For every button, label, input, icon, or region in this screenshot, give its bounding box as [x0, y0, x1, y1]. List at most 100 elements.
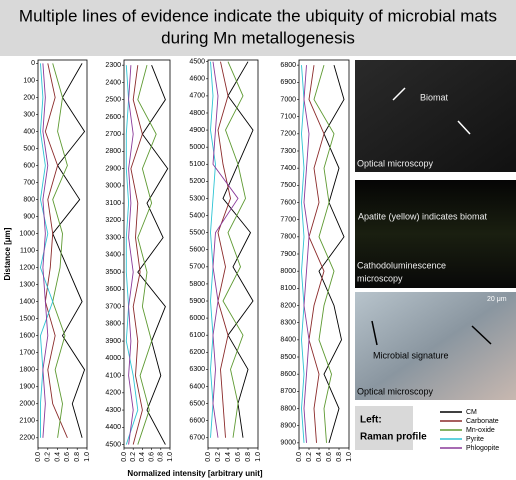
arrow: [371, 320, 378, 346]
y-tick-label: 4500: [105, 441, 121, 448]
x-tick-label: 0.4: [225, 452, 232, 462]
image-label: Apatite (yellow) indicates biomat: [358, 211, 488, 221]
plot-frame: [123, 59, 171, 449]
y-tick-label: 5700: [189, 264, 205, 271]
x-tick-label: 0.2: [130, 452, 137, 462]
arrow: [471, 325, 492, 345]
y-tick-label: 4500: [189, 59, 205, 66]
y-axis-label: Distance [μm]: [3, 227, 12, 280]
y-tick-label: 6100: [189, 332, 205, 339]
note: Raman profile: [360, 432, 427, 443]
y-tick-label: 2900: [105, 165, 121, 172]
y-tick-label: 5200: [189, 178, 205, 185]
y-tick-label: 4600: [189, 76, 205, 83]
series-line: [210, 61, 216, 438]
x-tick-label: 0.6: [64, 452, 71, 462]
legend-label: Phlogopite: [466, 445, 499, 452]
y-tick-label: 5900: [189, 298, 205, 305]
y-tick-label: 3000: [105, 183, 121, 190]
y-tick-label: 1900: [19, 384, 35, 391]
x-tick-label: 0.8: [158, 452, 165, 462]
y-tick-label: 8500: [280, 354, 296, 361]
y-tick-label: 7200: [280, 131, 296, 138]
y-tick-label: 5600: [189, 247, 205, 254]
series-line: [217, 61, 231, 438]
y-tick-label: 600: [23, 162, 35, 169]
y-tick-label: 900: [23, 213, 35, 220]
y-tick-label: 4700: [189, 93, 205, 100]
x-tick-label: 0.8: [245, 452, 252, 462]
y-tick-label: 6400: [189, 383, 205, 390]
x-tick-label: 0.2: [45, 452, 52, 462]
micrograph: [355, 180, 516, 288]
y-tick-label: 4100: [105, 372, 121, 379]
y-tick-label: 2200: [19, 435, 35, 442]
image-caption: Cathodoluminescence: [357, 260, 446, 270]
note: Left:: [360, 415, 382, 426]
y-tick-label: 6800: [280, 62, 296, 69]
y-tick-label: 2700: [105, 131, 121, 138]
series-line: [318, 65, 345, 443]
series-line: [137, 65, 157, 445]
image-label: Microbial signature: [373, 350, 449, 360]
x-tick-label: 0.6: [235, 452, 242, 462]
y-tick-label: 8700: [280, 388, 296, 395]
y-tick-label: 4900: [189, 127, 205, 134]
y-tick-label: 4000: [105, 355, 121, 362]
x-tick-label: 0.4: [139, 452, 146, 462]
y-tick-label: 1300: [19, 281, 35, 288]
y-tick-label: 7800: [280, 234, 296, 241]
y-tick-label: 0: [31, 60, 35, 67]
x-tick-label: 0.0: [121, 452, 128, 462]
y-tick-label: 500: [23, 145, 35, 152]
series-line: [222, 61, 254, 438]
y-tick-label: 6600: [189, 417, 205, 424]
y-tick-label: 700: [23, 179, 35, 186]
y-tick-label: 5000: [189, 144, 205, 151]
x-tick-label: 0.8: [74, 452, 81, 462]
y-tick-label: 9000: [280, 440, 296, 447]
image-label: Biomat: [420, 92, 449, 102]
y-tick-label: 5800: [189, 281, 205, 288]
x-tick-label: 0.6: [148, 452, 155, 462]
x-tick-label: 0.0: [35, 452, 42, 462]
x-tick-label: 1.0: [84, 452, 91, 462]
y-tick-label: 5400: [189, 212, 205, 219]
y-tick-label: 5100: [189, 161, 205, 168]
y-tick-label: 2000: [19, 401, 35, 408]
y-tick-label: 7900: [280, 251, 296, 258]
plot-frame: [37, 59, 88, 449]
x-tick-label: 1.0: [167, 452, 174, 462]
x-tick-label: 0.4: [316, 452, 323, 462]
y-tick-label: 3200: [105, 217, 121, 224]
y-tick-label: 6700: [189, 435, 205, 442]
x-tick-label: 0.2: [306, 452, 313, 462]
image-caption: Optical microscopy: [357, 158, 434, 168]
y-tick-label: 4800: [189, 110, 205, 117]
x-tick-label: 0.4: [54, 452, 61, 462]
y-tick-label: 2100: [19, 418, 35, 425]
x-tick-label: 0.0: [205, 452, 212, 462]
y-tick-label: 2400: [105, 79, 121, 86]
x-tick-label: 0.0: [296, 452, 303, 462]
note-box: [355, 406, 413, 450]
x-tick-label: 0.6: [326, 452, 333, 462]
y-tick-label: 3800: [105, 321, 121, 328]
y-tick-label: 2300: [105, 62, 121, 69]
series-line: [313, 65, 335, 443]
plot-frame: [207, 59, 259, 449]
arrow: [457, 120, 471, 135]
series-line: [52, 63, 86, 438]
y-tick-label: 6900: [280, 79, 296, 86]
image-caption: Optical microscopy: [357, 386, 434, 396]
y-tick-label: 8000: [280, 268, 296, 275]
y-tick-label: 3400: [105, 252, 121, 259]
y-tick-label: 3700: [105, 303, 121, 310]
title-bar: [0, 0, 516, 56]
y-tick-label: 8200: [280, 302, 296, 309]
y-tick-label: 8600: [280, 371, 296, 378]
y-tick-label: 1400: [19, 298, 35, 305]
series-line: [128, 65, 134, 445]
series-line: [137, 65, 169, 445]
title: during Mn metallogenesis: [161, 28, 355, 47]
